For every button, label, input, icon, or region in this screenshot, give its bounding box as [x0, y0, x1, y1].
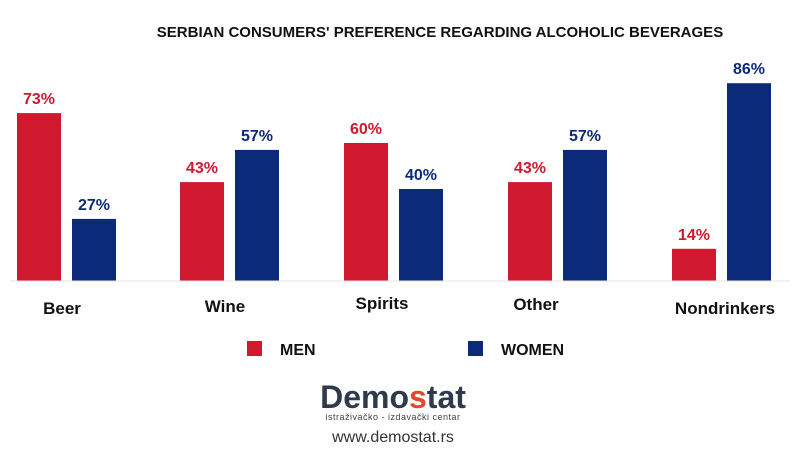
demostat-logo: Demostat istraživačko - izdavački centar…: [320, 379, 466, 446]
legend-label-women: WOMEN: [501, 342, 564, 359]
logo-subtitle: istraživačko - izdavački centar: [325, 412, 460, 422]
bar-men-beer: [17, 113, 61, 281]
bar-women-beer: [72, 218, 116, 281]
chart-title: SERBIAN CONSUMERS' PREFERENCE REGARDING …: [157, 24, 723, 41]
data-label-women-wine: 57%: [241, 128, 273, 145]
legend: MEN WOMEN: [247, 341, 564, 359]
data-label-women-nondrinkers: 86%: [733, 61, 765, 78]
data-label-men-nondrinkers: 14%: [678, 227, 710, 244]
data-label-women-other: 57%: [569, 128, 601, 145]
bar-women-wine: [235, 149, 279, 281]
legend-label-men: MEN: [280, 342, 316, 359]
logo-url: www.demostat.rs: [331, 429, 454, 446]
data-label-women-spirits: 40%: [405, 167, 437, 184]
bar-women-spirits: [399, 189, 443, 281]
data-label-women-beer: 27%: [78, 197, 110, 214]
data-label-men-spirits: 60%: [350, 121, 382, 138]
category-label-beer: Beer: [43, 299, 81, 318]
data-label-men-other: 43%: [514, 160, 546, 177]
category-label-nondrinkers: Nondrinkers: [675, 299, 775, 318]
legend-swatch-men: [247, 341, 262, 356]
logo-wordmark: Demostat: [320, 379, 466, 415]
data-label-men-wine: 43%: [186, 160, 218, 177]
logo-accent: s: [409, 379, 427, 415]
bars-group: 73% 43% 60% 43% 14% 27% 57% 40% 57% 86% Beer Wine Sp…: [17, 61, 775, 318]
bar-women-nondrinkers: [727, 83, 771, 281]
logo-part1: Demo: [320, 379, 409, 415]
category-label-other: Other: [513, 295, 559, 314]
logo-part2: tat: [427, 379, 466, 415]
bar-men-nondrinkers: [672, 248, 716, 281]
bar-men-wine: [180, 182, 224, 281]
bar-women-other: [563, 149, 607, 281]
legend-swatch-women: [468, 341, 483, 356]
bar-men-other: [508, 182, 552, 281]
category-label-wine: Wine: [205, 297, 245, 316]
category-label-spirits: Spirits: [356, 294, 409, 313]
data-label-men-beer: 73%: [23, 91, 55, 108]
bar-men-spirits: [344, 143, 388, 281]
